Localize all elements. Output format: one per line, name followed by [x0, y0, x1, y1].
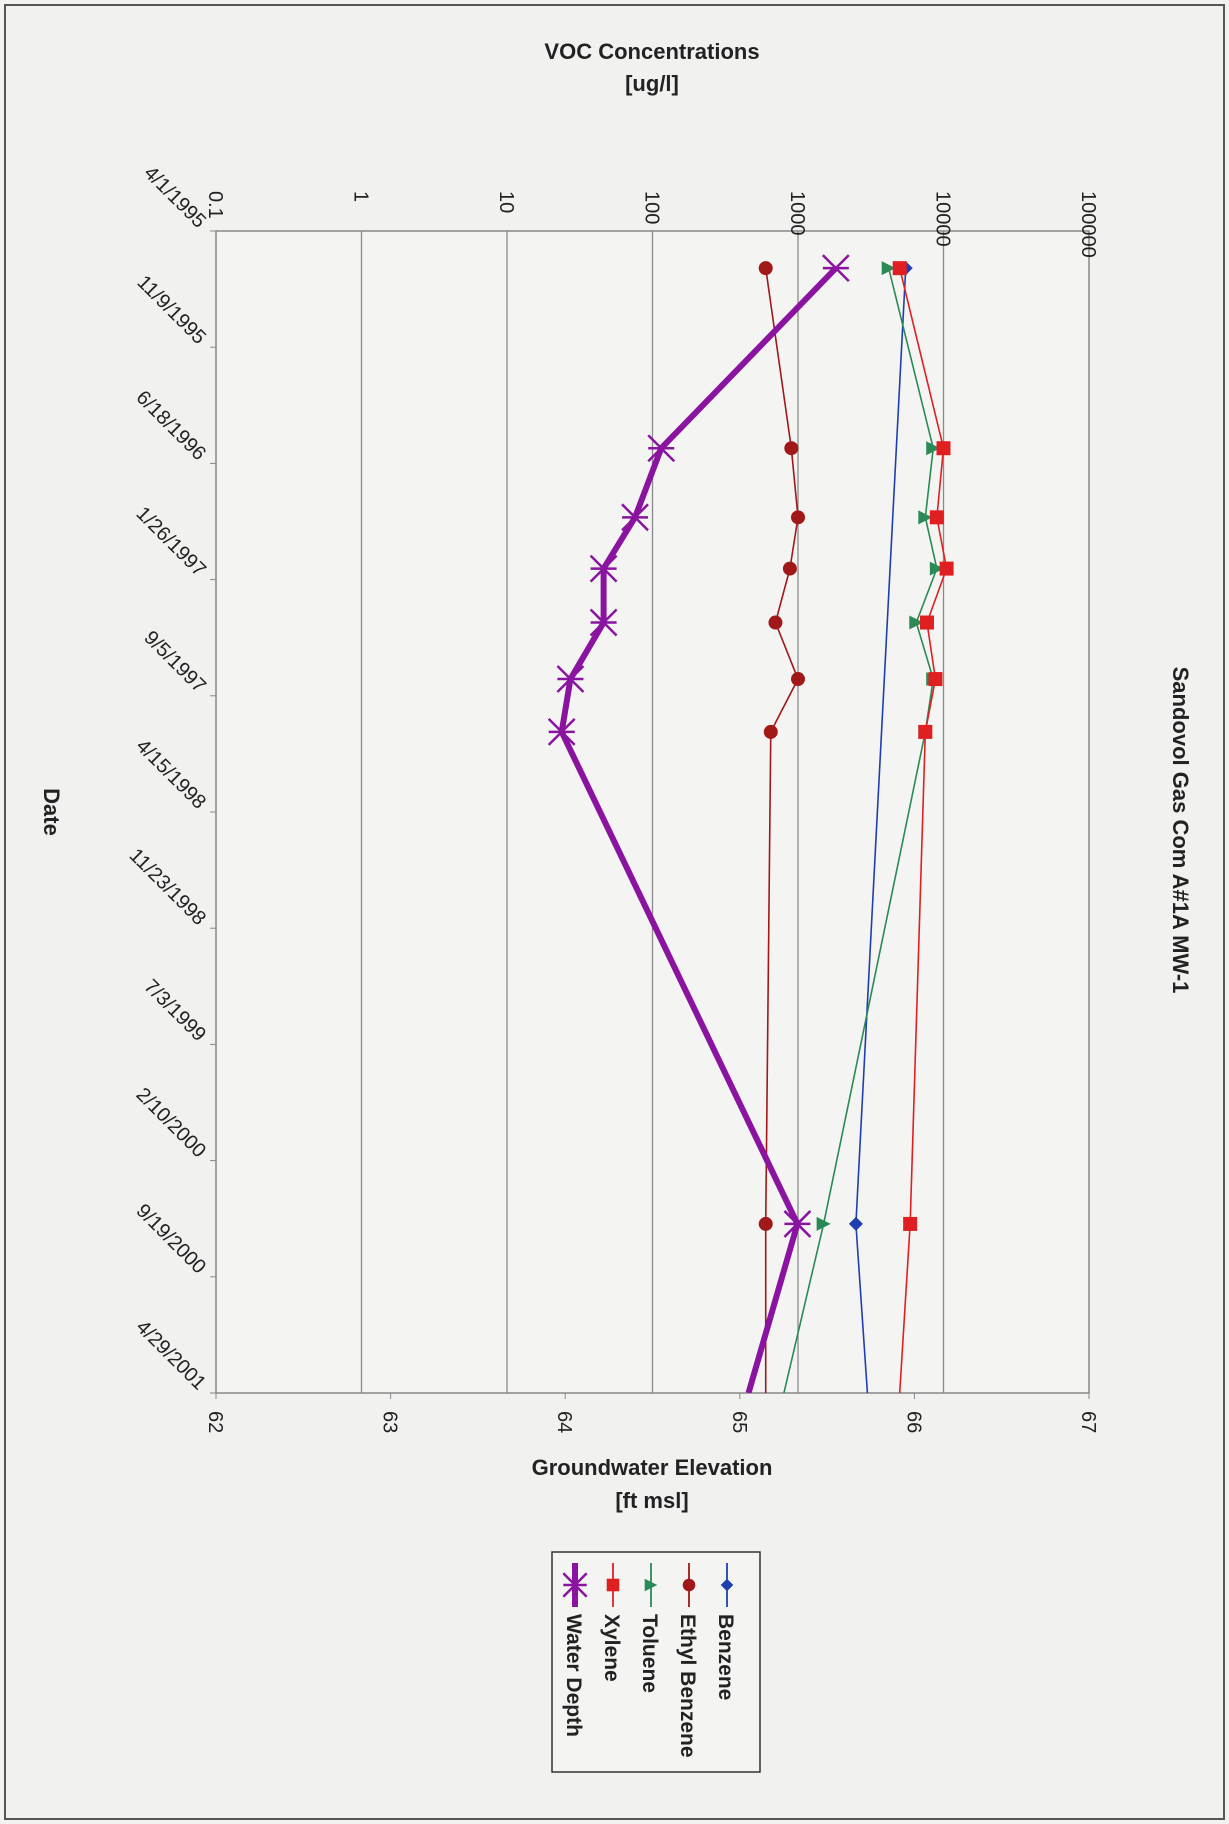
xylene-marker	[892, 261, 907, 276]
x-tick-label: 4/1/1995	[139, 162, 210, 233]
chart-title: Sandovol Gas Com A#1A MW-1	[1168, 667, 1193, 994]
water-depth-marker	[621, 503, 649, 532]
legend-marker-benzene	[720, 1578, 734, 1592]
primary-tick-label: 1	[350, 191, 372, 202]
secondary-tick-label: 67	[1077, 1411, 1099, 1433]
ethyl-benzene-marker	[758, 261, 773, 276]
legend: Benzene Ethyl Benzene Toluene Xylene Water D…	[562, 1563, 737, 1758]
water-depth-marker	[783, 1210, 812, 1238]
primary-tick-label: 10	[495, 191, 517, 213]
primary-axis-title-line1: VOC Concentrations	[544, 39, 759, 64]
water-depth-marker	[589, 608, 618, 637]
toluene-marker	[918, 510, 933, 525]
benzene-marker	[848, 1216, 863, 1231]
secondary-tick-label: 62	[204, 1411, 226, 1433]
x-tick-label: 9/5/1997	[139, 627, 210, 698]
x-axis-title: Date	[39, 788, 64, 836]
ethyl-benzene-marker	[791, 672, 805, 687]
xylene-marker	[919, 615, 934, 630]
ethyl-benzene-marker	[758, 1216, 773, 1231]
water-depth-marker	[556, 665, 585, 693]
toluene-marker	[881, 261, 896, 276]
toluene-marker	[929, 561, 944, 576]
xylene-marker	[936, 441, 951, 456]
grid	[360, 231, 945, 1393]
x-tick-label: 4/29/2001	[132, 1316, 210, 1394]
primary-axis-title-line2: [ug/l]	[625, 71, 679, 96]
legend-label-ethyl-benzene: Ethyl Benzene	[676, 1614, 699, 1758]
legend-label-toluene: Toluene	[638, 1614, 661, 1693]
legend-marker-water-depth	[562, 1572, 588, 1598]
x-tick-label: 2/10/2000	[132, 1084, 210, 1162]
primary-tick-label: 100	[641, 191, 663, 224]
legend-marker-xylene	[606, 1578, 620, 1592]
primary-tick-label: 0.1	[204, 191, 226, 219]
secondary-tick-label: 66	[902, 1411, 924, 1433]
legend-marker-ethyl-benzene	[682, 1578, 696, 1592]
x-tick-label: 11/23/1998	[125, 844, 210, 929]
secondary-axis-title-line2: [ft msl]	[615, 1488, 688, 1513]
xylene-marker	[918, 724, 933, 739]
secondary-tick-label: 64	[553, 1411, 575, 1433]
water-depth-marker	[589, 554, 618, 583]
xylene-marker	[929, 510, 944, 525]
legend-marker-toluene	[644, 1578, 658, 1592]
legend-label-xylene: Xylene	[600, 1614, 623, 1682]
xylene-marker	[903, 1216, 918, 1231]
secondary-tick-label: 65	[728, 1411, 750, 1433]
toluene-marker	[926, 441, 941, 456]
legend-label-benzene: Benzene	[714, 1614, 737, 1700]
primary-tick-label: 100000	[1077, 191, 1099, 258]
ethyl-benzene-marker	[782, 561, 797, 576]
x-tick-label: 9/19/2000	[132, 1200, 210, 1278]
water-depth-marker	[821, 254, 850, 283]
primary-tick-label: 10000	[932, 191, 954, 247]
ethyl-benzene-marker	[768, 615, 783, 630]
x-tick-label: 6/18/1996	[132, 386, 210, 464]
x-tick-label: 4/15/1998	[132, 735, 210, 813]
legend-label-water-depth: Water Depth	[562, 1614, 585, 1737]
x-tick-label: 11/9/1995	[133, 271, 210, 348]
x-tick-marks	[210, 230, 1090, 1399]
ethyl-benzene-marker	[763, 724, 778, 739]
toluene-marker	[909, 615, 924, 630]
secondary-axis-title-line1: Groundwater Elevation	[532, 1455, 773, 1480]
primary-tick-label: 1000	[786, 191, 808, 236]
ethyl-benzene-marker	[791, 510, 805, 525]
water-depth-marker	[547, 718, 576, 746]
ethyl-benzene-marker	[784, 441, 799, 456]
secondary-tick-label: 63	[379, 1411, 401, 1433]
x-tick-label: 1/26/1997	[132, 503, 210, 581]
series-layer	[547, 254, 954, 1393]
water-depth-marker	[647, 434, 676, 463]
toluene-marker	[816, 1216, 831, 1231]
xylene-marker	[928, 672, 943, 687]
xylene-marker	[939, 561, 954, 576]
x-tick-label: 7/3/1999	[139, 975, 210, 1046]
